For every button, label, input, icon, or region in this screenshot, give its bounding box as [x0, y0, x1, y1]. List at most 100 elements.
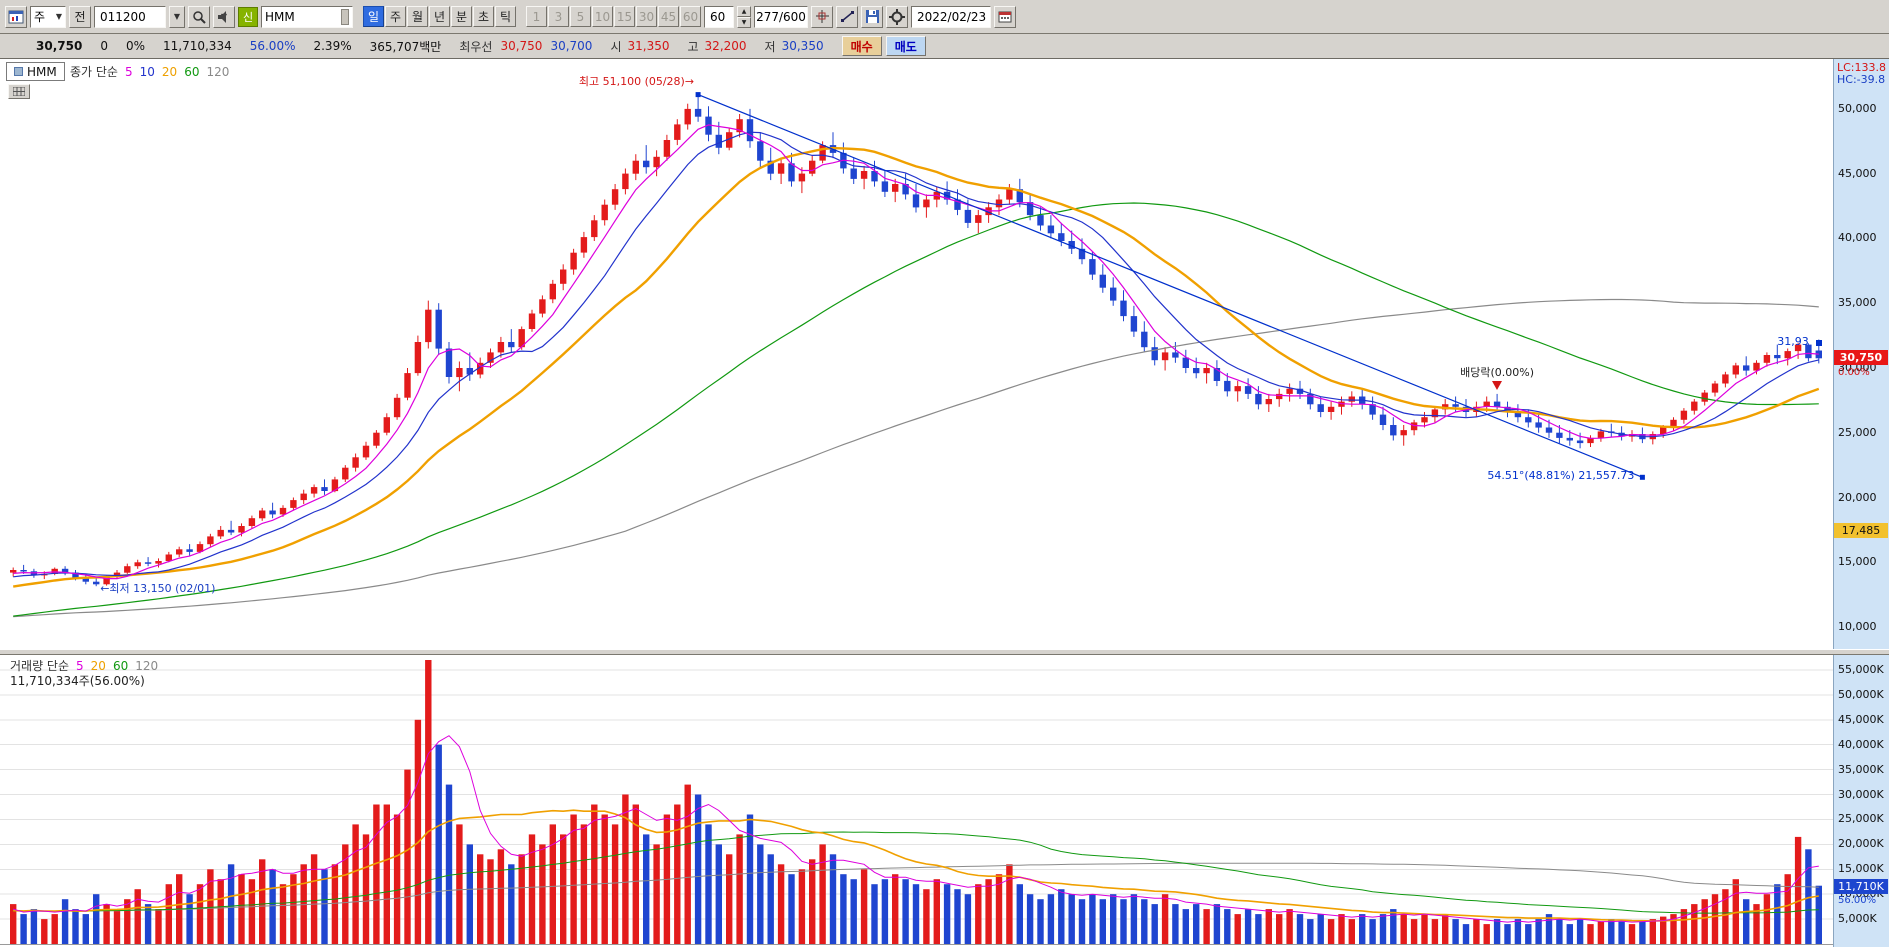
low-label: 저	[764, 39, 776, 54]
price-change: 0	[100, 39, 108, 53]
trendline-handle[interactable]	[1815, 339, 1822, 346]
credit-badge: 신	[238, 6, 258, 27]
current-change-pct: 0.00%	[1838, 367, 1870, 379]
low-price: 30,350	[781, 39, 824, 53]
volume-axis-label: 40,000K	[1838, 737, 1884, 751]
best-ask: 30,750	[500, 39, 543, 53]
lowest-price-annotation: ←최저 13,150 (02/01)	[100, 582, 216, 596]
minute-preset-group: 1 3 5 10 15 30 45 60	[526, 6, 701, 27]
speaker-icon	[217, 10, 226, 23]
legend-title: 거래량 단순	[10, 659, 70, 673]
volume-chart-pane[interactable]	[0, 655, 1833, 947]
stock-search-button[interactable]	[188, 5, 210, 28]
current-price: 30,750	[36, 39, 83, 53]
window-icon	[8, 10, 24, 23]
chart-settings-button[interactable]	[886, 5, 908, 28]
previous-stock-button[interactable]: 전	[69, 5, 91, 28]
chevron-down-icon: ▼	[55, 11, 62, 21]
period-button-분[interactable]: 분	[451, 6, 472, 27]
legend-title: 종가 단순	[70, 65, 118, 79]
trendline-annotation: 54.51°(48.81%) 21,557.73	[1487, 469, 1635, 483]
ex-dividend-arrow-icon	[1492, 380, 1503, 390]
period-button-초[interactable]: 초	[473, 6, 494, 27]
stock-name-field[interactable]: HMM	[261, 5, 353, 28]
crosshair-tool-button[interactable]	[811, 5, 833, 28]
minute-preset-30[interactable]: 30	[636, 6, 657, 27]
gear-icon	[889, 8, 905, 25]
indicator-settings-button[interactable]	[8, 84, 30, 99]
ma-period-label-20: 20	[90, 659, 106, 673]
highest-price-annotation: 최고 51,100 (05/28)→	[578, 74, 695, 88]
stock-code-input[interactable]	[98, 8, 164, 25]
save-icon	[865, 10, 879, 23]
sell-button[interactable]: 매도	[885, 36, 926, 56]
pane-splitter[interactable]	[0, 649, 1889, 655]
stock-code-field[interactable]	[94, 5, 166, 28]
volume-axis-label: 30,000K	[1838, 787, 1884, 801]
volume-readout: 11,710,334주(56.00%)	[10, 674, 145, 688]
pane-tab-label: HMM	[27, 64, 57, 79]
volume-ma-legend: 거래량 단순 5 20 60 120	[10, 657, 158, 674]
price-chart-pane[interactable]	[0, 59, 1833, 649]
drag-grip[interactable]	[341, 8, 349, 25]
open-label: 시	[610, 39, 622, 54]
volume-axis-label: 5,000K	[1838, 912, 1877, 926]
price-axis-label: 35,000	[1838, 296, 1877, 310]
ma-period-label-60: 60	[184, 65, 200, 79]
spin-up-button[interactable]: ▲	[737, 5, 751, 17]
period-button-주[interactable]: 주	[385, 6, 406, 27]
spin-down-button[interactable]: ▼	[737, 16, 751, 28]
price-axis-label: 20,000	[1838, 490, 1877, 504]
ma-period-label-5: 5	[76, 659, 84, 673]
minute-preset-5[interactable]: 5	[570, 6, 591, 27]
save-chart-button[interactable]	[861, 5, 883, 28]
period-button-년[interactable]: 년	[429, 6, 450, 27]
quote-info-bar: 30,750 0 0% 11,710,334 56.00% 2.39% 365,…	[0, 34, 1889, 59]
stock-type-select[interactable]: 주 ▼	[30, 5, 66, 28]
volume-axis-label: 20,000K	[1838, 837, 1884, 851]
trendline-value-label: 31,93	[1777, 334, 1809, 348]
pane-tab-stock[interactable]: HMM	[6, 62, 65, 81]
search-icon	[193, 10, 206, 24]
price-axis-label: 45,000	[1838, 166, 1877, 180]
code-dropdown-button[interactable]: ▼	[169, 5, 185, 28]
ma-period-label-60: 60	[112, 659, 129, 673]
chart-window-icon[interactable]	[5, 5, 27, 28]
current-price-box: 30,750	[1834, 350, 1888, 366]
interval-field[interactable]	[704, 5, 734, 28]
news-sound-button[interactable]: ▼	[213, 5, 235, 28]
current-volume-pct: 56.00%	[1838, 894, 1877, 906]
date-input[interactable]	[915, 8, 991, 25]
period-button-일[interactable]: 일	[363, 6, 384, 27]
date-field[interactable]	[911, 5, 991, 28]
interval-input[interactable]	[708, 8, 734, 25]
minute-preset-15[interactable]: 15	[614, 6, 635, 27]
period-button-월[interactable]: 월	[407, 6, 428, 27]
chevron-down-icon: ▼	[173, 11, 181, 21]
low-change-label: LC:133.8	[1837, 61, 1887, 74]
price-axis-label: 25,000	[1838, 425, 1877, 439]
period-button-틱[interactable]: 틱	[495, 6, 516, 27]
minute-preset-60[interactable]: 60	[680, 6, 701, 27]
trendline-icon	[840, 11, 854, 22]
trendline-tool-button[interactable]	[836, 5, 858, 28]
high-change-label: HC:-39.8	[1837, 73, 1886, 86]
volume-axis-label: 25,000K	[1838, 812, 1884, 826]
best-quote-label: 최우선	[459, 39, 493, 54]
minute-preset-1[interactable]: 1	[526, 6, 547, 27]
volume-axis-label: 50,000K	[1838, 687, 1884, 701]
ma-period-label-120: 120	[206, 65, 230, 79]
stock-name: HMM	[265, 9, 295, 24]
ex-dividend-annotation: 배당락(0.00%)	[1460, 365, 1535, 379]
price-axis-label: 50,000	[1838, 101, 1877, 115]
volume-axis-label: 55,000K	[1838, 662, 1884, 676]
minute-preset-10[interactable]: 10	[592, 6, 613, 27]
ma-value-box: 17,485	[1834, 523, 1888, 539]
minute-preset-45[interactable]: 45	[658, 6, 679, 27]
minute-preset-3[interactable]: 3	[548, 6, 569, 27]
ma-period-label-10: 10	[139, 65, 155, 79]
buy-button[interactable]: 매수	[841, 36, 882, 56]
calendar-button[interactable]	[994, 5, 1016, 28]
